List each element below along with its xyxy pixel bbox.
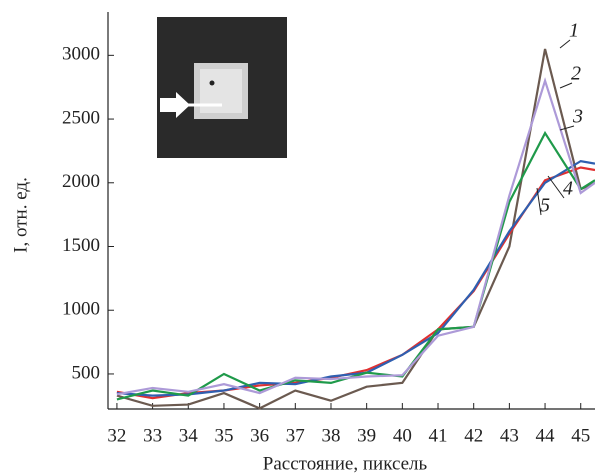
y-tick-label: 2000 (62, 171, 100, 192)
series-annotation: 3 (572, 106, 583, 128)
series-annotation: 2 (571, 63, 581, 85)
series-line (116, 159, 595, 397)
series-line (116, 166, 595, 400)
x-axis-label: Расстояние, пиксель (263, 453, 428, 474)
series-annotation: 1 (569, 20, 579, 42)
x-tick-label: 34 (179, 425, 199, 446)
series-annotation: 4 (563, 178, 573, 200)
series-line (116, 48, 595, 410)
x-tick-label: 39 (357, 425, 376, 446)
series-annotation: 5 (540, 195, 550, 217)
y-tick-label: 500 (72, 362, 101, 383)
annotation-leader (559, 82, 573, 89)
annotation-leader (536, 187, 542, 216)
series-line (116, 77, 595, 396)
x-tick-label: 44 (536, 425, 556, 446)
x-tick-label: 36 (250, 425, 269, 446)
y-tick-label: 3000 (62, 44, 100, 65)
x-tick-label: 45 (571, 425, 590, 446)
x-tick-label: 32 (107, 425, 126, 446)
x-tick-label: 43 (500, 425, 519, 446)
x-tick-label: 40 (393, 425, 412, 446)
x-tick-label: 38 (321, 425, 340, 446)
annotation-leader (559, 39, 571, 49)
y-tick-label: 1500 (62, 235, 100, 256)
y-tick-label: 1000 (62, 299, 100, 320)
inset-image (157, 17, 287, 158)
annotation-leader (559, 125, 575, 131)
x-tick-label: 42 (464, 425, 483, 446)
annotation-leader (547, 175, 565, 199)
x-tick-label: 37 (286, 425, 305, 446)
x-tick-label: 41 (429, 425, 448, 446)
y-axis-label: I, отн. ед. (10, 177, 31, 253)
x-tick-label: 35 (214, 425, 233, 446)
x-tick-label: 33 (143, 425, 162, 446)
y-tick-label: 2500 (62, 107, 100, 128)
series-line (116, 130, 595, 401)
